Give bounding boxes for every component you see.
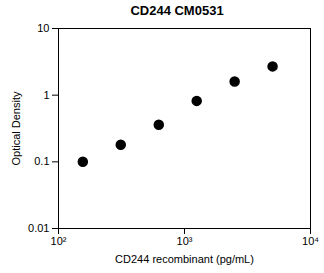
svg-text:10³: 10³: [177, 235, 193, 247]
svg-text:10⁴: 10⁴: [302, 235, 319, 247]
svg-text:10²: 10²: [51, 235, 67, 247]
html-text:CD244 CM0531: CD244 CM0531: [130, 3, 224, 18]
svg-text:0.01: 0.01: [28, 222, 49, 234]
svg-text:0.1: 0.1: [34, 155, 49, 167]
svg-text:1: 1: [43, 89, 49, 101]
svg-text:Optical Density: Optical Density: [10, 91, 22, 165]
svg-text:CD244 recombinant (pg/mL): CD244 recombinant (pg/mL): [115, 253, 254, 265]
svg-text:10: 10: [37, 22, 49, 34]
